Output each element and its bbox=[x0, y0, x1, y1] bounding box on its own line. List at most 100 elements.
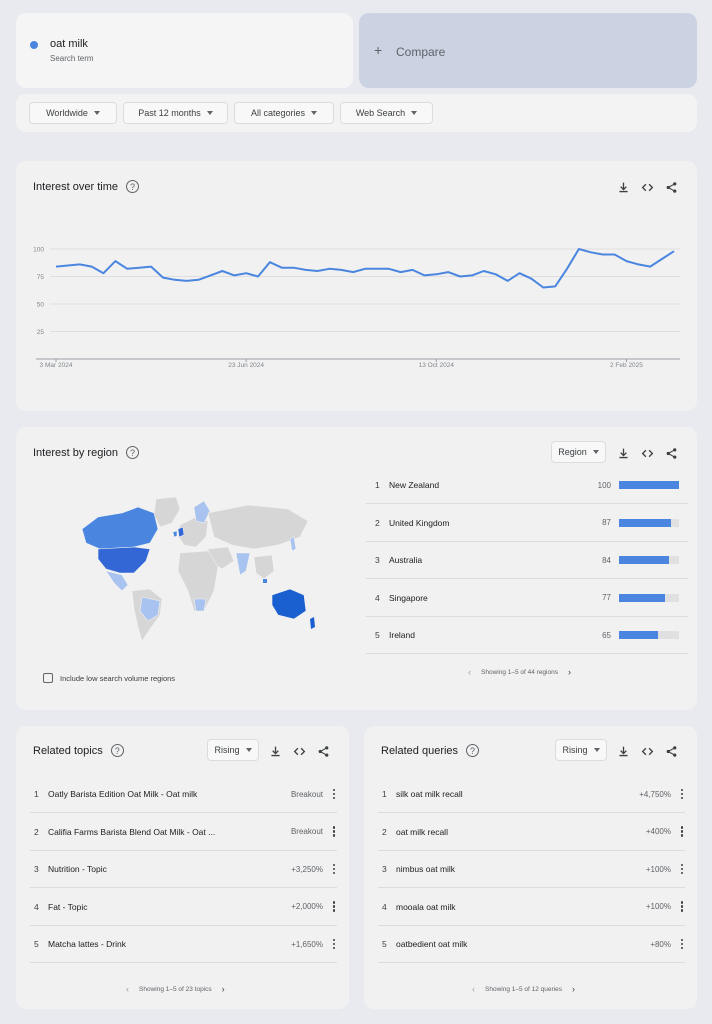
embed-code-icon[interactable] bbox=[639, 743, 655, 759]
region-bar bbox=[619, 481, 679, 489]
region-bar-fill bbox=[619, 556, 670, 564]
related-topic-row[interactable]: 4 Fat - Topic +2,000% bbox=[30, 889, 337, 926]
filter-category-label: All categories bbox=[250, 108, 306, 118]
item-value: +4,750% bbox=[639, 789, 671, 799]
include-low-volume-checkbox-row[interactable]: Include low search volume regions bbox=[43, 673, 175, 683]
filter-location-label: Worldwide bbox=[46, 108, 88, 118]
related-topic-row[interactable]: 3 Nutrition - Topic +3,250% bbox=[30, 851, 337, 888]
region-bar bbox=[619, 631, 679, 639]
checkbox[interactable] bbox=[43, 673, 53, 683]
share-icon[interactable] bbox=[315, 743, 331, 759]
more-options-icon[interactable] bbox=[331, 863, 337, 875]
chevron-right-icon[interactable]: › bbox=[571, 984, 575, 994]
help-icon[interactable]: ? bbox=[466, 744, 480, 757]
related-query-row[interactable]: 2 oat milk recall +400% bbox=[378, 814, 685, 851]
region-bar bbox=[619, 556, 679, 564]
chevron-left-icon[interactable]: ‹ bbox=[468, 667, 471, 677]
more-options-icon[interactable] bbox=[679, 938, 685, 950]
chevron-down-icon bbox=[245, 748, 252, 752]
map-brazil bbox=[139, 596, 161, 622]
search-term-card[interactable]: oat milk Search term bbox=[16, 13, 353, 88]
help-icon[interactable]: ? bbox=[126, 446, 139, 459]
more-options-icon[interactable] bbox=[679, 863, 685, 875]
region-list: 1 New Zealand 100 2 United Kingdom 87 3 Austral… bbox=[366, 467, 688, 657]
rank: 1 bbox=[34, 789, 39, 799]
help-icon[interactable]: ? bbox=[110, 744, 124, 757]
region-name: Ireland bbox=[389, 630, 415, 640]
region-value: 65 bbox=[602, 630, 611, 640]
related-query-row[interactable]: 5 oatbedient oat milk +80% bbox=[378, 926, 685, 963]
more-options-icon[interactable] bbox=[679, 826, 685, 837]
region-bar bbox=[619, 518, 679, 527]
chevron-left-icon[interactable]: ‹ bbox=[126, 984, 129, 994]
region-name: Australia bbox=[389, 555, 423, 565]
share-icon[interactable] bbox=[663, 743, 679, 759]
related-query-row[interactable]: 4 mooala oat milk +100% bbox=[378, 889, 685, 926]
region-row[interactable]: 2 United Kingdom 87 bbox=[366, 505, 688, 542]
download-icon[interactable] bbox=[615, 743, 631, 759]
item-value: +3,250% bbox=[291, 864, 323, 874]
more-options-icon[interactable] bbox=[331, 826, 337, 837]
share-icon[interactable] bbox=[663, 445, 679, 461]
more-options-icon[interactable] bbox=[331, 901, 337, 912]
map-ireland bbox=[172, 530, 178, 538]
interest-over-time-card: Interest over time ? 100 75 50 25 3 Mar 202… bbox=[16, 161, 697, 411]
embed-code-icon[interactable] bbox=[291, 743, 307, 759]
rank: 3 bbox=[382, 864, 387, 874]
region-rank: 5 bbox=[375, 630, 380, 640]
download-icon[interactable] bbox=[267, 743, 283, 759]
map-scandinavia bbox=[193, 500, 211, 524]
related-topic-row[interactable]: 5 Matcha lattes - Drink +1,650% bbox=[30, 926, 337, 963]
region-value: 100 bbox=[597, 480, 611, 490]
help-icon[interactable]: ? bbox=[125, 180, 139, 193]
chevron-down-icon bbox=[411, 111, 418, 115]
chevron-left-icon[interactable]: ‹ bbox=[472, 984, 475, 994]
related-topic-row[interactable]: 2 Califia Farms Barista Blend Oat Milk - … bbox=[30, 814, 337, 851]
region-name: Singapore bbox=[389, 592, 428, 603]
region-row[interactable]: 5 Ireland 65 bbox=[366, 617, 688, 654]
more-options-icon[interactable] bbox=[331, 938, 337, 950]
download-icon[interactable] bbox=[615, 445, 631, 461]
world-map[interactable] bbox=[68, 487, 318, 647]
item-label: nimbus oat milk bbox=[396, 864, 456, 874]
more-options-icon[interactable] bbox=[679, 901, 685, 912]
region-value: 87 bbox=[602, 518, 611, 527]
related-topic-row[interactable]: 1 Oatly Barista Edition Oat Milk - Oat mi… bbox=[30, 776, 337, 813]
chevron-down-icon bbox=[593, 748, 600, 752]
download-icon[interactable] bbox=[615, 179, 631, 195]
interest-over-time-chart: 100 75 50 25 3 Mar 2024 23 Jun 2024 13 Oct 20… bbox=[33, 247, 680, 369]
filter-time-range[interactable]: Past 12 months bbox=[123, 102, 228, 124]
item-label: Fat - Topic bbox=[48, 901, 88, 912]
x-tick-label: 3 Mar 2024 bbox=[40, 362, 73, 369]
rank: 2 bbox=[382, 826, 387, 837]
related-topics-pager: ‹ Showing 1–5 of 23 topics › bbox=[126, 984, 225, 994]
map-uk bbox=[177, 526, 185, 538]
related-query-row[interactable]: 3 nimbus oat milk +100% bbox=[378, 851, 685, 888]
region-rank: 2 bbox=[375, 517, 380, 528]
related-query-row[interactable]: 1 silk oat milk recall +4,750% bbox=[378, 776, 685, 813]
share-icon[interactable] bbox=[663, 179, 679, 195]
embed-code-icon[interactable] bbox=[639, 445, 655, 461]
item-value: Breakout bbox=[290, 827, 323, 836]
region-bar bbox=[619, 593, 679, 602]
region-row[interactable]: 3 Australia 84 bbox=[366, 542, 688, 579]
filter-location[interactable]: Worldwide bbox=[29, 102, 117, 124]
related-queries-filter-dropdown[interactable]: Rising bbox=[555, 739, 607, 761]
region-rank: 1 bbox=[375, 480, 380, 490]
filter-search-type[interactable]: Web Search bbox=[340, 102, 433, 124]
embed-code-icon[interactable] bbox=[639, 179, 655, 195]
region-pager-label: Showing 1–5 of 44 regions bbox=[481, 668, 558, 676]
x-tick-label: 13 Oct 2024 bbox=[419, 362, 455, 369]
region-row[interactable]: 1 New Zealand 100 bbox=[366, 467, 688, 504]
compare-button[interactable]: + Compare bbox=[359, 13, 697, 88]
related-topics-filter-dropdown[interactable]: Rising bbox=[207, 739, 259, 761]
map-greenland bbox=[153, 496, 181, 528]
region-bar-fill bbox=[619, 481, 679, 489]
more-options-icon[interactable] bbox=[679, 788, 685, 800]
region-row[interactable]: 4 Singapore 77 bbox=[366, 580, 688, 617]
chevron-right-icon[interactable]: › bbox=[567, 667, 571, 677]
region-resolution-dropdown[interactable]: Region bbox=[551, 441, 606, 463]
filter-category[interactable]: All categories bbox=[234, 102, 334, 124]
chevron-right-icon[interactable]: › bbox=[221, 984, 225, 994]
more-options-icon[interactable] bbox=[331, 788, 337, 800]
